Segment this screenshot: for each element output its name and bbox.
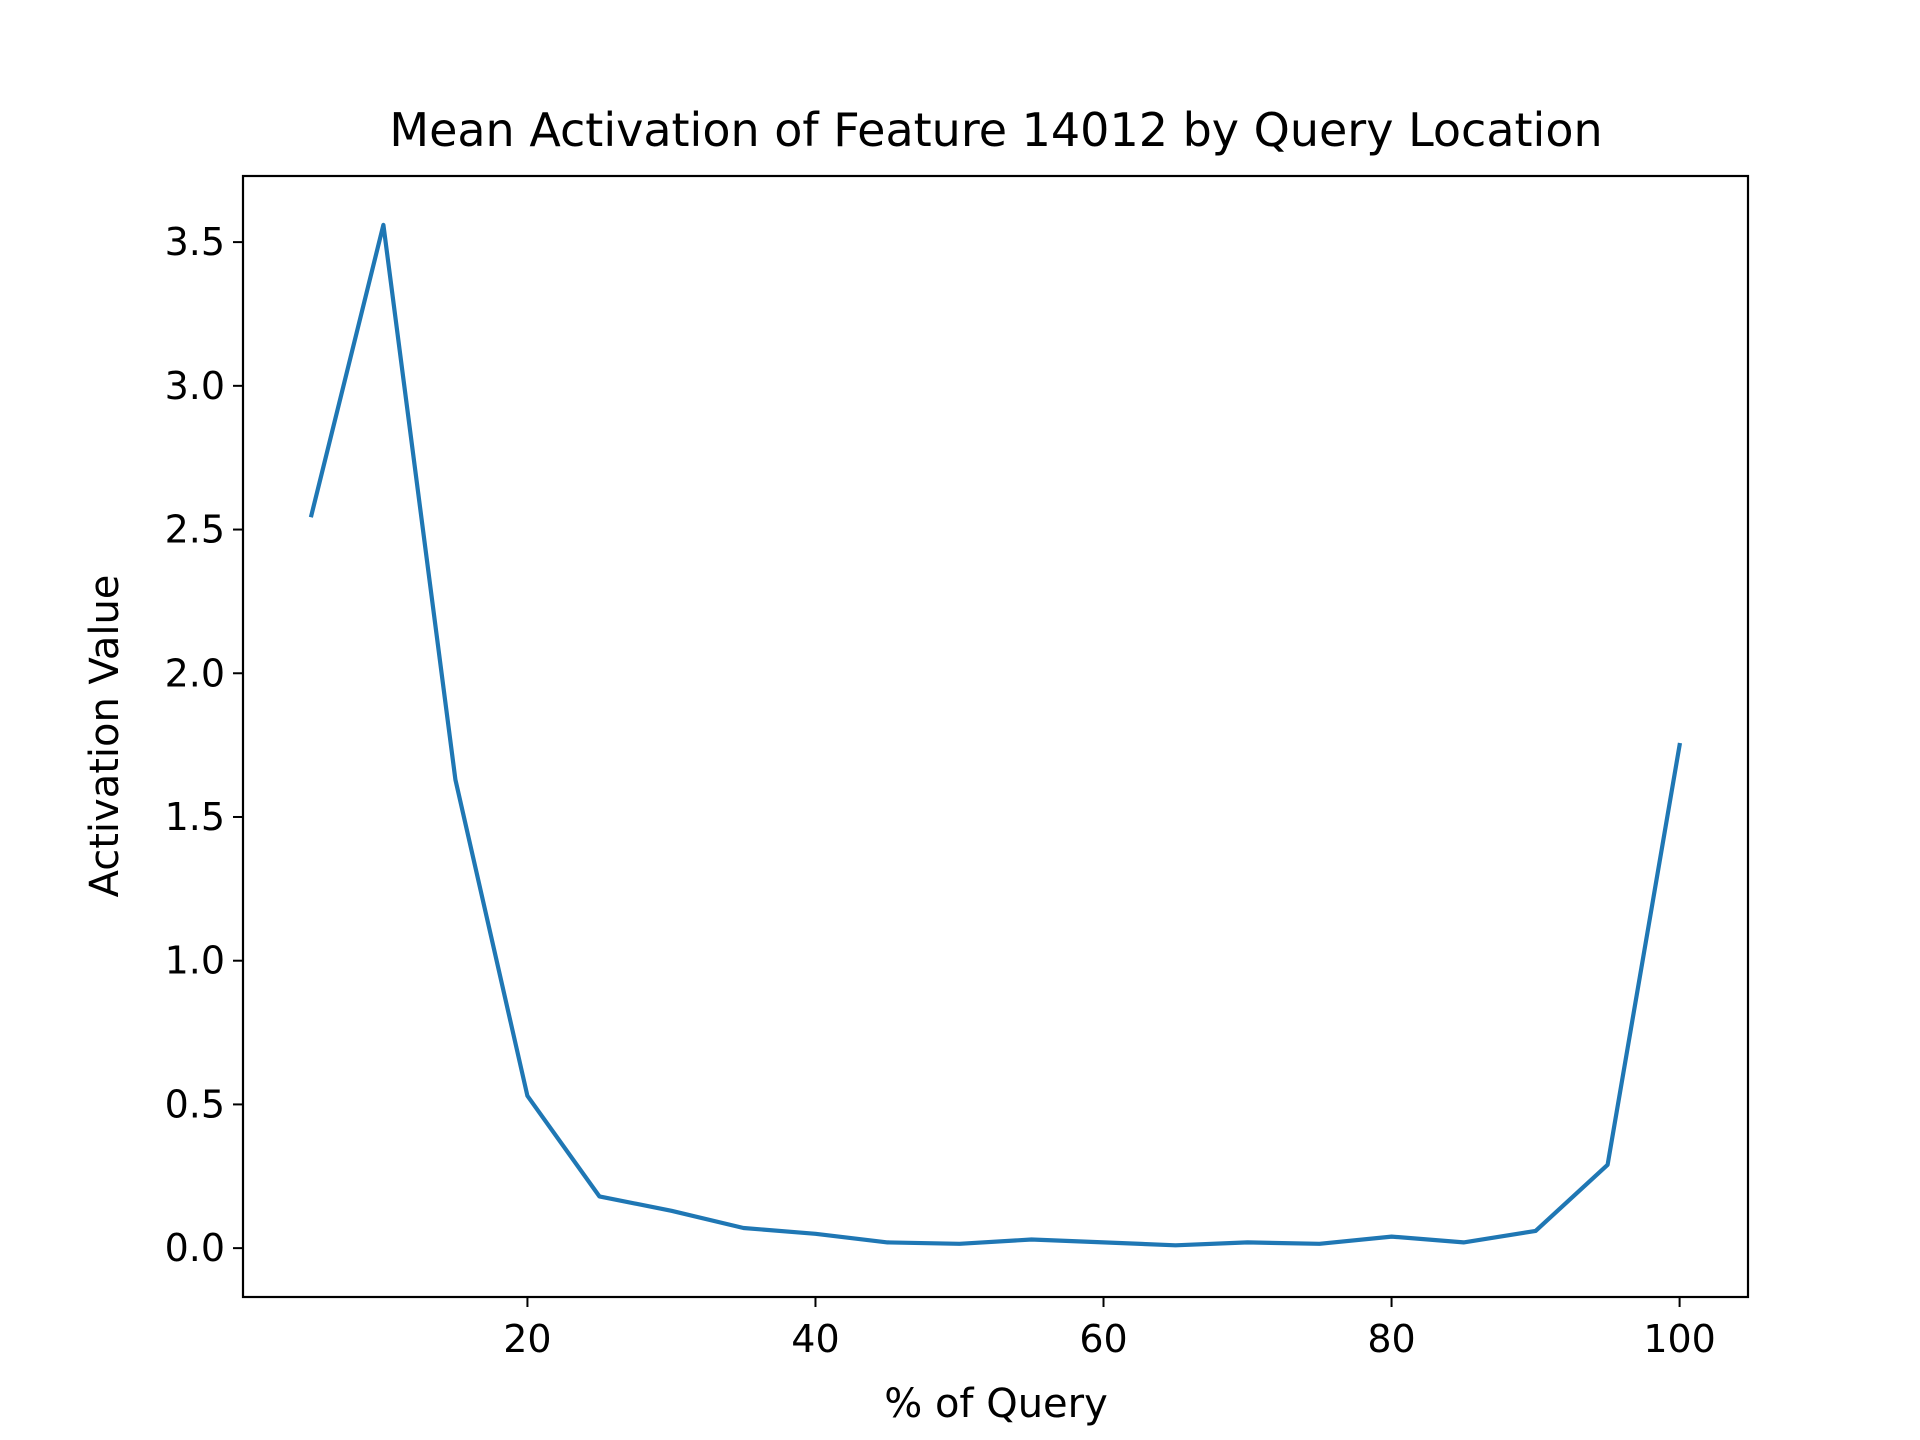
- y-tick-label: 2.0: [165, 651, 225, 695]
- x-tick-label: 80: [1367, 1317, 1415, 1361]
- plot-frame: [241, 174, 1750, 1299]
- x-tick-label: 40: [791, 1317, 839, 1361]
- y-tick-label: 1.5: [165, 795, 225, 839]
- y-tick-label: 0.5: [165, 1082, 225, 1126]
- y-tick-label: 1.0: [165, 939, 225, 983]
- x-axis-label: % of Query: [884, 1381, 1108, 1427]
- y-tick-label: 3.5: [165, 220, 225, 264]
- y-axis-label: Activation Value: [82, 575, 128, 898]
- x-tick-label: 20: [503, 1317, 551, 1361]
- series-line: [308, 222, 1683, 1248]
- y-tick-label: 0.0: [165, 1226, 225, 1270]
- chart-title: Mean Activation of Feature 14012 by Quer…: [389, 103, 1602, 157]
- x-tick-label: 60: [1079, 1317, 1127, 1361]
- plot-area: [308, 222, 1683, 1248]
- x-tick-label: 100: [1643, 1317, 1716, 1361]
- y-tick-label: 2.5: [165, 508, 225, 552]
- y-tick-label: 3.0: [165, 364, 225, 408]
- axis-ticks: 20 40 60 80 100 0.0 0.5 1.0 1.5 2.0 2.5 3.0 3.5: [165, 220, 1716, 1361]
